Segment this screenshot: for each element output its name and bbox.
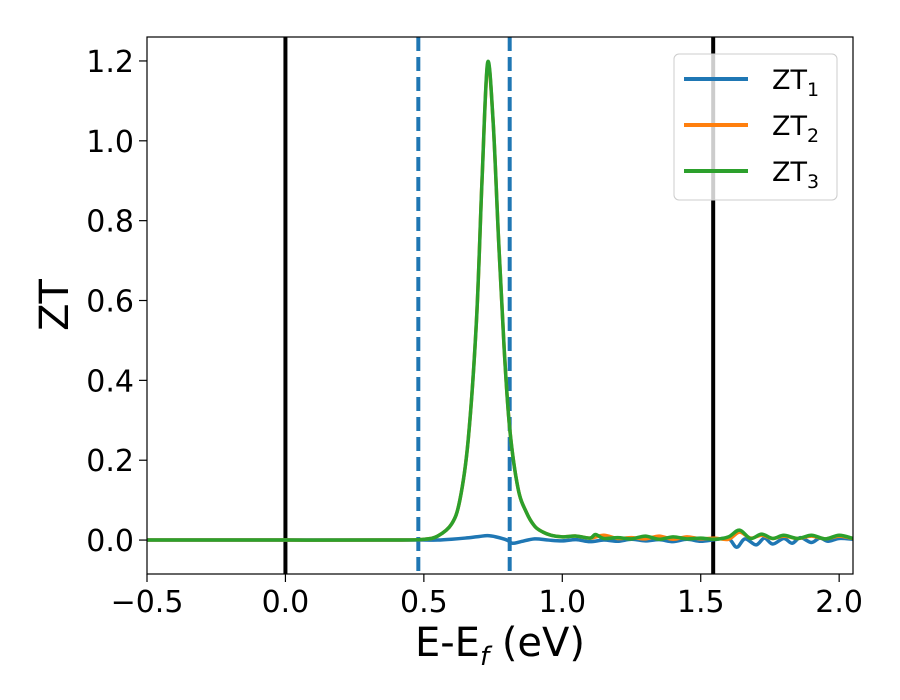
plot-frame: [146, 36, 854, 575]
series-layer: [147, 59, 853, 549]
series-line-zt3: [147, 59, 853, 542]
x-tick-label: 2.0: [815, 585, 863, 620]
legend-label-zt1: ZT1: [772, 65, 819, 101]
y-tick-label: 0.8: [86, 205, 134, 240]
y-tick-label: 1.0: [86, 125, 134, 160]
y-tick-label: 0.2: [86, 444, 134, 479]
x-tick-label: 1.5: [677, 585, 725, 620]
y-tick-label: 0.0: [86, 524, 134, 559]
x-tick-label: 1.0: [538, 585, 586, 620]
x-tick-label: −0.5: [111, 585, 184, 620]
x-tick-label: 0.5: [400, 585, 448, 620]
y-axis-title: ZT: [32, 279, 78, 331]
x-axis: −0.5 0.0 0.5 1.0 1.5 2.0: [111, 574, 863, 620]
y-tick-label: 1.2: [86, 45, 134, 80]
legend-label-zt2: ZT2: [772, 111, 819, 147]
y-axis: 0.0 0.2 0.4 0.6 0.8 1.0 1.2: [86, 45, 147, 559]
legend-box: [673, 53, 838, 201]
x-tick-label: 0.0: [262, 585, 310, 620]
legend-label-zt3: ZT3: [772, 157, 819, 193]
y-tick-label: 0.6: [86, 285, 134, 320]
x-axis-title: E-Ef (eV): [415, 620, 585, 672]
legend: ZT1 ZT2 ZT3: [673, 53, 838, 201]
y-tick-label: 0.4: [86, 364, 134, 399]
